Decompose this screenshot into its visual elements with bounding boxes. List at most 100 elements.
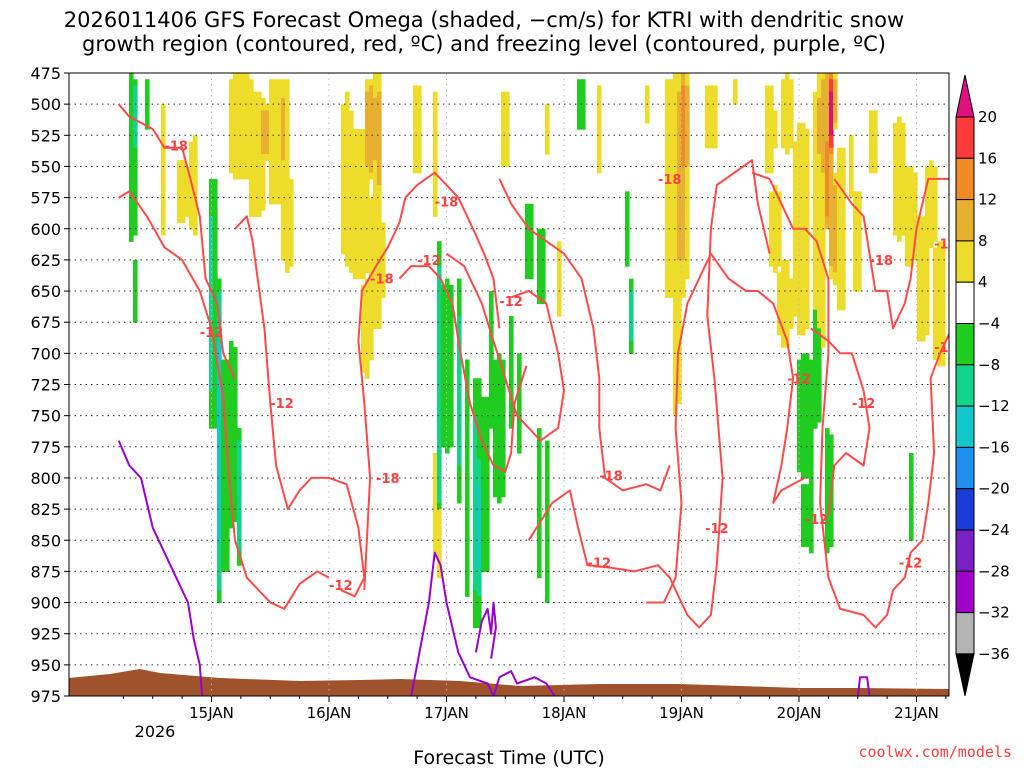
x-axis-label: Forecast Time (UTC) bbox=[413, 747, 604, 768]
colorbar-label: −12 bbox=[978, 397, 1010, 415]
contour-label: -12 bbox=[934, 341, 958, 356]
contour-label: -18 bbox=[658, 173, 682, 188]
omega-cell bbox=[509, 315, 514, 429]
omega-cell bbox=[833, 79, 838, 124]
omega-cell bbox=[369, 197, 374, 361]
y-tick-label: 775 bbox=[30, 438, 61, 457]
omega-cell bbox=[629, 340, 634, 354]
y-tick-label: 850 bbox=[30, 531, 61, 550]
omega-cell bbox=[913, 172, 918, 261]
colorbar-bin bbox=[955, 529, 975, 572]
omega-cell bbox=[597, 85, 602, 174]
freezing-level-line bbox=[410, 551, 495, 696]
y-tick-label: 925 bbox=[30, 625, 61, 644]
omega-cell bbox=[785, 73, 790, 155]
contour-label: -18 bbox=[934, 238, 958, 253]
omega-cell bbox=[269, 79, 274, 205]
omega-cell bbox=[785, 259, 790, 348]
omega-cell bbox=[937, 241, 942, 367]
omega-cell bbox=[537, 228, 542, 305]
dgz-contour-line bbox=[117, 103, 236, 379]
colorbar-bin bbox=[955, 157, 975, 201]
omega-cell bbox=[829, 147, 834, 155]
omega-cell bbox=[277, 79, 282, 205]
omega-cell bbox=[457, 278, 462, 317]
colorbar-bin bbox=[955, 570, 975, 614]
omega-cell bbox=[477, 378, 482, 460]
colorbar-bottom-extend bbox=[955, 653, 975, 697]
omega-cell bbox=[825, 428, 830, 554]
omega-cell bbox=[473, 378, 478, 417]
omega-cell bbox=[217, 590, 222, 604]
x-tick-label: 20JAN bbox=[777, 704, 822, 722]
colorbar-label: −28 bbox=[978, 562, 1010, 580]
omega-cell bbox=[933, 166, 938, 242]
grid-lines bbox=[69, 73, 949, 696]
y-tick-label: 800 bbox=[30, 469, 61, 488]
omega-cell bbox=[669, 79, 674, 298]
omega-cell bbox=[477, 596, 482, 629]
omega-cell bbox=[781, 259, 786, 348]
omega-cell bbox=[217, 540, 222, 591]
omega-cell bbox=[441, 284, 446, 448]
omega-cell bbox=[473, 590, 478, 629]
omega-cell bbox=[253, 91, 258, 217]
contour-labels: -18 -18 -18 -18 -18 -18 -18 -18 -12 -12 -12 -12 -12 -… bbox=[164, 139, 958, 594]
colorbar: 20 16 12 8 4 −4 −8 −12 −16 −20 −24 −28 −32 −36 bbox=[955, 74, 1010, 697]
colorbar-label: −32 bbox=[978, 604, 1010, 622]
omega-cell bbox=[833, 73, 838, 80]
omega-cell bbox=[373, 160, 378, 330]
omega-cell bbox=[161, 104, 166, 236]
dgz-contour-line bbox=[527, 159, 771, 629]
chart-title-line-1: 2026011406 GFS Forecast Omega (shaded, −… bbox=[64, 8, 904, 32]
omega-cell bbox=[685, 166, 690, 280]
y-tick-label: 975 bbox=[30, 687, 61, 706]
omega-cell bbox=[265, 110, 270, 155]
dgz-contour-line bbox=[833, 177, 949, 330]
freezing-level-line bbox=[117, 440, 204, 696]
colorbar-top-extend bbox=[955, 74, 975, 118]
omega-cell bbox=[433, 453, 438, 554]
omega-cell bbox=[437, 509, 442, 579]
omega-cell bbox=[829, 73, 834, 80]
omega-cell bbox=[133, 79, 138, 87]
freezing-level-line bbox=[492, 670, 556, 696]
omega-cell bbox=[685, 73, 690, 87]
omega-cell bbox=[789, 79, 794, 149]
dgz-contour-line bbox=[398, 265, 528, 473]
omega-cell bbox=[825, 73, 830, 143]
omega-cell bbox=[681, 259, 686, 298]
omega-cell bbox=[233, 73, 238, 180]
omega-cell bbox=[273, 79, 278, 205]
omega-cell bbox=[857, 191, 862, 292]
omega-cell bbox=[677, 91, 682, 261]
omega-cell bbox=[681, 73, 686, 87]
omega-cell bbox=[545, 104, 550, 155]
x-tick-label: 15JAN bbox=[189, 704, 234, 722]
contour-label: -12 bbox=[417, 254, 441, 269]
colorbar-bin bbox=[955, 116, 975, 159]
omega-cell bbox=[217, 278, 222, 292]
omega-cell bbox=[773, 110, 778, 149]
omega-cell bbox=[917, 216, 922, 342]
omega-cell bbox=[517, 353, 522, 454]
omega-cell bbox=[217, 340, 222, 541]
omega-cell bbox=[773, 185, 778, 273]
omega-cell bbox=[417, 85, 422, 174]
colorbar-bin bbox=[955, 612, 975, 655]
omega-cell bbox=[629, 278, 634, 292]
omega-cell bbox=[677, 73, 682, 93]
contour-label: -12 bbox=[852, 397, 876, 412]
colorbar-bin bbox=[955, 240, 975, 283]
omega-cell bbox=[681, 85, 686, 168]
omega-cell bbox=[369, 172, 374, 180]
freezing-level-line bbox=[856, 676, 871, 696]
x-tick-label: 16JAN bbox=[307, 704, 352, 722]
y-tick-label: 725 bbox=[30, 376, 61, 395]
omega-cell bbox=[489, 291, 494, 429]
omega-cell bbox=[193, 135, 198, 236]
omega-cell bbox=[493, 359, 498, 498]
omega-cell bbox=[501, 91, 506, 168]
omega-cell bbox=[261, 97, 266, 111]
y-tick-label: 650 bbox=[30, 282, 61, 301]
